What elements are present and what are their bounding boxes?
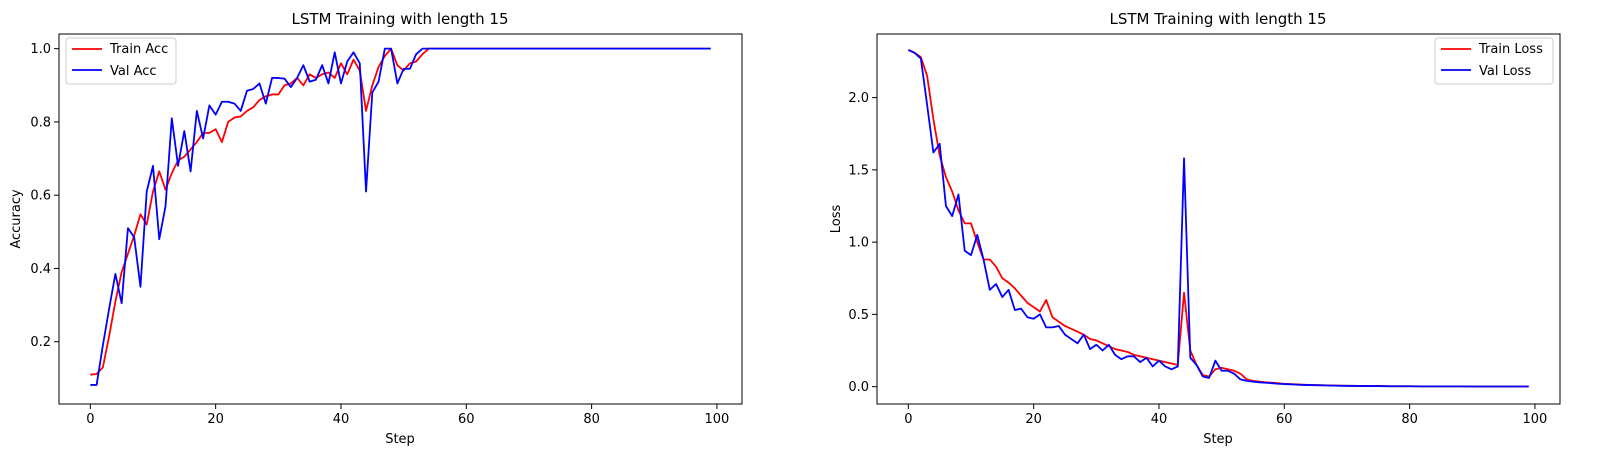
y-tick-label: 1.5 bbox=[848, 163, 869, 178]
y-tick-label: 0.6 bbox=[30, 189, 51, 204]
y-tick-label: 0.0 bbox=[848, 380, 869, 395]
x-tick-label: 20 bbox=[207, 412, 224, 427]
y-tick-label: 0.4 bbox=[30, 262, 51, 277]
loss-chart: LSTM Training with length 15 0 20 40 60 80 10… bbox=[829, 10, 1561, 447]
series-line-val-acc bbox=[90, 47, 711, 386]
loss-axis-ticks: 0 20 40 60 80 100 0.0 0.5 1.0 1.5 2.0 bbox=[848, 91, 1547, 427]
loss-y-axis-label: Loss bbox=[829, 205, 844, 234]
x-tick-label: 80 bbox=[583, 412, 600, 427]
x-tick-label: 60 bbox=[458, 412, 475, 427]
y-tick-label: 1.0 bbox=[30, 42, 51, 57]
accuracy-series-lines bbox=[90, 47, 711, 386]
y-tick-label: 2.0 bbox=[848, 91, 869, 106]
legend-label-val-acc: Val Acc bbox=[110, 64, 157, 79]
accuracy-legend: Train Acc Val Acc bbox=[65, 37, 177, 85]
series-line-val-loss bbox=[907, 49, 1529, 388]
x-tick-label: 40 bbox=[1151, 412, 1168, 427]
x-tick-label: 0 bbox=[904, 412, 912, 427]
loss-x-axis-label: Step bbox=[1203, 432, 1233, 447]
x-tick-label: 80 bbox=[1401, 412, 1418, 427]
x-tick-label: 40 bbox=[333, 412, 350, 427]
y-tick-label: 0.5 bbox=[848, 308, 869, 323]
loss-plot-area bbox=[876, 33, 1561, 405]
x-tick-label: 100 bbox=[1523, 412, 1548, 427]
accuracy-y-axis-label: Accuracy bbox=[9, 189, 24, 249]
loss-legend: Train Loss Val Loss bbox=[1434, 37, 1554, 85]
x-tick-label: 60 bbox=[1276, 412, 1293, 427]
accuracy-x-axis-label: Step bbox=[385, 432, 415, 447]
accuracy-plot-area bbox=[58, 33, 743, 405]
x-tick-label: 0 bbox=[86, 412, 94, 427]
y-tick-label: 0.8 bbox=[30, 115, 51, 130]
accuracy-chart: LSTM Training with length 15 0 20 40 60 80 10… bbox=[9, 10, 743, 447]
accuracy-axis-ticks: 0 20 40 60 80 100 0.2 0.4 0.6 0.8 1.0 bbox=[30, 42, 729, 427]
series-line-train-acc bbox=[90, 47, 711, 376]
loss-chart-title: LSTM Training with length 15 bbox=[1110, 10, 1327, 28]
legend-label-val-loss: Val Loss bbox=[1479, 64, 1531, 79]
accuracy-chart-title: LSTM Training with length 15 bbox=[292, 10, 509, 28]
loss-series-lines bbox=[907, 49, 1529, 388]
x-tick-label: 20 bbox=[1025, 412, 1042, 427]
series-line-train-loss bbox=[907, 49, 1529, 388]
legend-label-train-acc: Train Acc bbox=[109, 42, 168, 57]
legend-label-train-loss: Train Loss bbox=[1478, 42, 1543, 57]
x-tick-label: 100 bbox=[705, 412, 730, 427]
y-tick-label: 1.0 bbox=[848, 236, 869, 251]
y-tick-label: 0.2 bbox=[30, 335, 51, 350]
